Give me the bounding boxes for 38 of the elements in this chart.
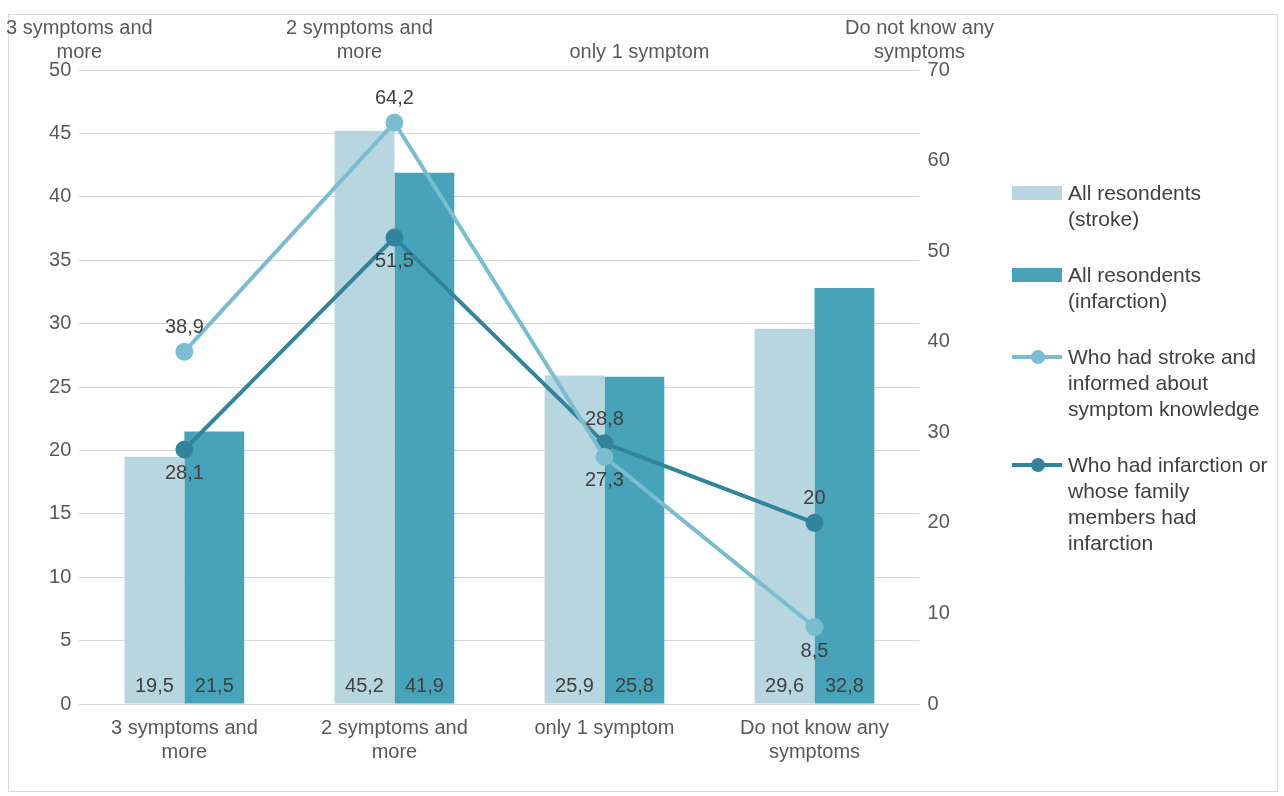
data-label: 41,9 xyxy=(404,673,444,696)
y-tick-label: 10 xyxy=(49,564,72,587)
y-tick-label: 35 xyxy=(49,247,72,270)
category-label: only 1 symptom xyxy=(569,39,710,62)
y2-tick-label: 10 xyxy=(927,600,950,623)
data-label: 25,8 xyxy=(614,673,654,696)
legend-label: Who had stroke and informed about symptom knowledge xyxy=(1068,344,1261,422)
y2-tick-label: 60 xyxy=(927,148,950,171)
data-label: 29,6 xyxy=(765,673,805,696)
data-label: 32,8 xyxy=(824,673,864,696)
y-tick-label: 45 xyxy=(49,120,72,143)
legend-label: Who had infarction or whose family members had infarction xyxy=(1068,452,1269,556)
y-tick-label: 40 xyxy=(49,184,72,207)
data-label: 38,9 xyxy=(164,315,204,338)
category-label: 2 symptoms and more xyxy=(286,15,433,62)
x-tick-label: 3 symptoms and more xyxy=(111,715,258,762)
data-label: 51,5 xyxy=(374,249,414,272)
x-tick-label: only 1 symptom xyxy=(534,715,675,738)
data-label: 19,5 xyxy=(134,673,174,696)
y-tick-label: 20 xyxy=(49,437,72,460)
y-tick-label: 30 xyxy=(49,311,72,334)
y2-tick-label: 0 xyxy=(927,691,939,714)
y-tick-label: 15 xyxy=(49,501,72,524)
y2-tick-label: 20 xyxy=(927,510,950,533)
x-tick-label: Do not know any symptoms xyxy=(740,715,889,762)
x-tick-label: 2 symptoms and more xyxy=(321,715,468,762)
y2-tick-label: 40 xyxy=(927,329,950,352)
y-tick-label: 0 xyxy=(60,691,72,714)
data-label: 45,2 xyxy=(345,673,384,696)
data-label: 21,5 xyxy=(194,673,234,696)
legend-label: All resondents (infarction) xyxy=(1068,262,1203,314)
data-label: 25,9 xyxy=(555,673,594,696)
y-tick-label: 5 xyxy=(60,628,72,651)
y2-tick-label: 30 xyxy=(927,419,950,442)
y2-tick-label: 50 xyxy=(927,238,950,261)
y-tick-label: 25 xyxy=(49,374,72,397)
legend-label: All resondents (stroke) xyxy=(1068,180,1203,232)
data-label: 64,2 xyxy=(374,86,414,109)
